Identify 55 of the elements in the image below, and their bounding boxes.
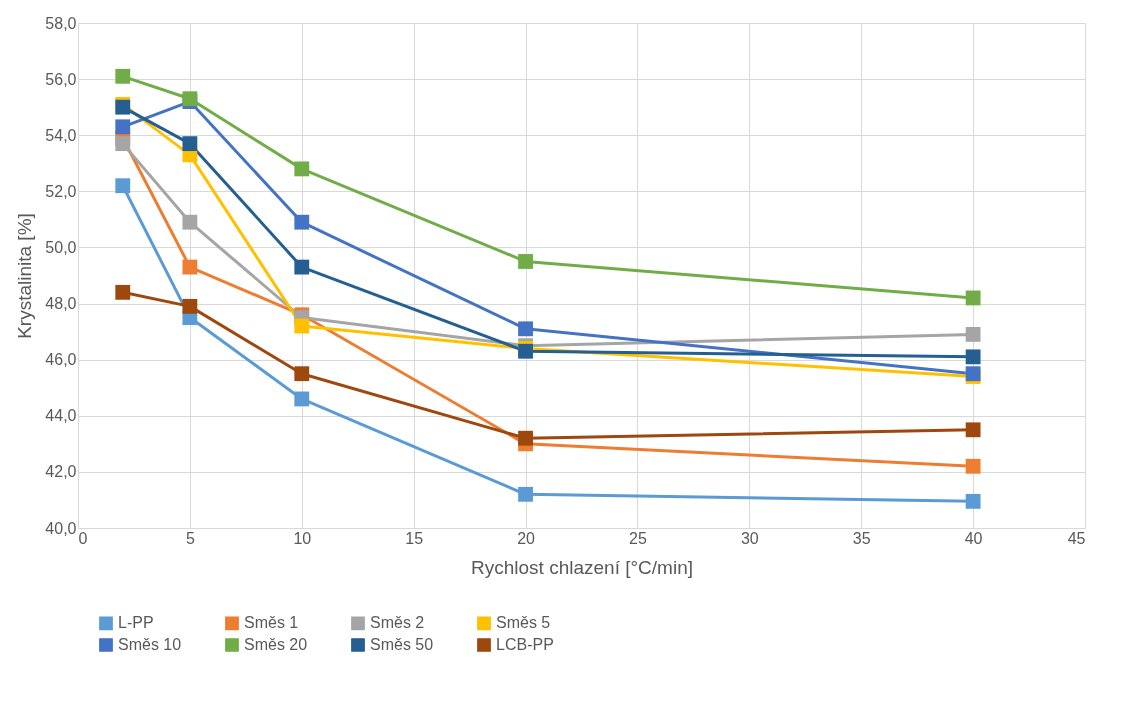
y-tick-label: 50,0 <box>45 238 77 256</box>
point <box>294 318 310 334</box>
y-tick-label: 42,0 <box>45 463 77 481</box>
point <box>294 214 310 230</box>
point <box>294 161 310 177</box>
legend-label: Směs 1 <box>244 614 299 632</box>
x-tick-label: 15 <box>405 529 424 547</box>
point <box>115 178 131 194</box>
point <box>115 119 131 135</box>
legend-label: Směs 5 <box>496 614 551 632</box>
point <box>294 391 310 407</box>
point <box>182 136 198 152</box>
point <box>182 214 198 230</box>
x-tick-label: 0 <box>78 529 88 547</box>
point <box>115 68 131 84</box>
legend-label: Směs 10 <box>118 636 182 653</box>
point <box>518 486 533 502</box>
point <box>518 321 533 337</box>
point <box>965 422 981 438</box>
point <box>294 259 310 275</box>
legend-label: L-PP <box>118 614 154 632</box>
x-tick-label: 35 <box>852 529 871 547</box>
y-tick-label: 46,0 <box>45 351 77 369</box>
y-tick-label: 56,0 <box>45 70 77 88</box>
point <box>965 458 981 474</box>
y-tick-label: 40,0 <box>45 519 77 537</box>
point <box>965 290 981 306</box>
x-tick-label: 40 <box>964 529 983 547</box>
y-tick-label: 58,0 <box>45 14 77 32</box>
point <box>518 254 533 269</box>
y-tick-label: 52,0 <box>45 182 77 200</box>
point <box>965 349 981 365</box>
x-tick-label: 10 <box>293 529 312 547</box>
x-tick-label: 5 <box>185 529 195 547</box>
point <box>965 327 981 342</box>
x-tick-label: 25 <box>629 529 647 547</box>
point <box>115 136 131 152</box>
point <box>182 298 198 314</box>
point <box>115 284 131 300</box>
y-tick-label: 48,0 <box>45 295 77 313</box>
y-axis-title: Krystalinita [%] <box>14 213 36 339</box>
x-axis-title: Rychlost chlazení [°C/min] <box>471 556 693 578</box>
point <box>294 366 310 382</box>
legend-label: LCB-PP <box>496 636 554 653</box>
point <box>965 493 981 509</box>
point <box>518 430 533 446</box>
x-tick-label: 30 <box>740 529 759 547</box>
y-tick-label: 54,0 <box>45 126 77 144</box>
legend-label: Směs 50 <box>370 636 434 653</box>
point <box>182 259 198 275</box>
y-tick-label: 44,0 <box>45 407 77 425</box>
legend-label: Směs 2 <box>370 614 425 632</box>
legend-label: Směs 20 <box>244 636 308 653</box>
x-tick-label: 45 <box>1067 529 1086 547</box>
x-tick-label: 20 <box>517 529 536 547</box>
